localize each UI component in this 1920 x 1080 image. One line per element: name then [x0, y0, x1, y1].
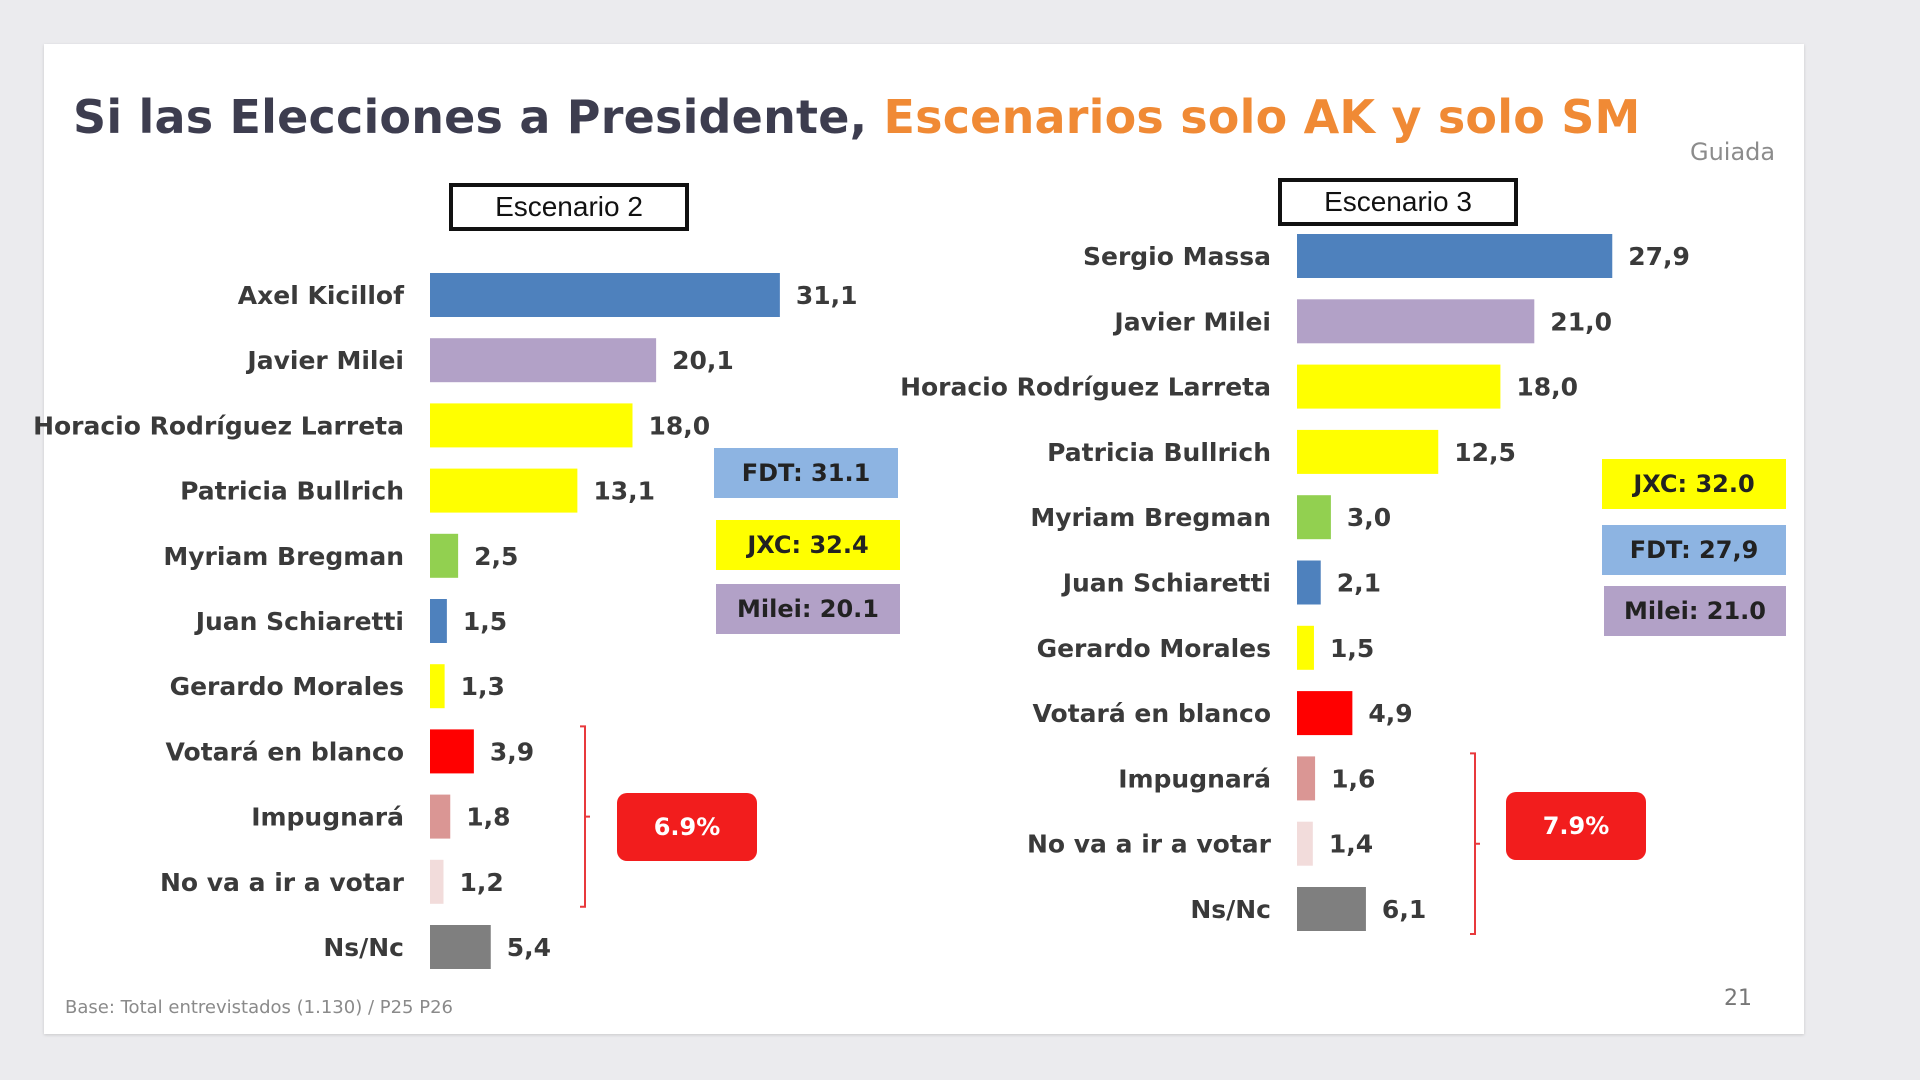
bar-s2-9	[430, 859, 444, 904]
slide-title: Si las Elecciones a Presidente, Escenari…	[73, 90, 1641, 144]
scenario-3-fdt-box: FDT: 27,9	[1602, 525, 1786, 575]
bar-s2-5	[430, 599, 447, 643]
value-label-s2-2: 18,0	[649, 411, 711, 440]
scenario-3-milei-box: Milei: 21.0	[1604, 586, 1786, 636]
category-label-s3-10: Ns/Nc	[1190, 895, 1271, 924]
bar-s2-1	[430, 338, 657, 383]
bar-s3-8	[1297, 756, 1316, 801]
bar-s2-3	[430, 468, 578, 513]
category-label-s3-7: Votará en blanco	[1033, 699, 1271, 728]
bar-s2-4	[430, 533, 459, 578]
bar-s3-10	[1297, 887, 1366, 931]
bar-s2-8	[430, 794, 451, 839]
category-label-s2-5: Juan Schiaretti	[194, 607, 404, 636]
bar-s3-4	[1297, 495, 1331, 540]
value-label-s2-9: 1,2	[460, 868, 504, 897]
category-label-s3-4: Myriam Bregman	[1030, 503, 1271, 532]
category-label-s3-1: Javier Milei	[1112, 307, 1271, 336]
value-label-s3-5: 2,1	[1337, 569, 1381, 598]
category-label-s2-7: Votará en blanco	[166, 737, 404, 766]
value-label-s3-10: 6,1	[1382, 895, 1426, 924]
bar-s3-5	[1297, 560, 1321, 605]
bar-s2-10	[430, 925, 491, 969]
bar-s2-2	[430, 403, 633, 448]
scenario-2-milei-box: Milei: 20.1	[716, 584, 900, 634]
footer-base-note: Base: Total entrevistados (1.130) / P25 …	[65, 997, 453, 1018]
bar-s2-7	[430, 729, 474, 774]
bracket-s2	[580, 725, 590, 908]
value-label-s3-9: 1,4	[1329, 830, 1373, 859]
value-label-s3-3: 12,5	[1454, 438, 1516, 467]
scenario-2-bracket-percent: 6.9%	[617, 793, 757, 861]
category-label-s3-5: Juan Schiaretti	[1061, 569, 1271, 598]
scenario-3-title: Escenario 3	[1278, 178, 1518, 226]
category-label-s2-3: Patricia Bullrich	[180, 477, 404, 506]
value-label-s3-6: 1,5	[1330, 634, 1374, 663]
value-label-s2-5: 1,5	[463, 607, 507, 636]
value-label-s2-0: 31,1	[796, 281, 858, 310]
category-label-s3-2: Horacio Rodríguez Larreta	[900, 373, 1271, 402]
category-label-s2-8: Impugnará	[251, 803, 404, 832]
category-label-s3-3: Patricia Bullrich	[1047, 438, 1271, 467]
scenario-2-title: Escenario 2	[449, 183, 689, 231]
scenario-2-jxc-box: JXC: 32.4	[716, 520, 900, 570]
bar-s3-9	[1297, 821, 1313, 866]
value-label-s3-8: 1,6	[1331, 764, 1375, 793]
title-part-1: Si las Elecciones a Presidente,	[73, 90, 868, 144]
scenario-3-jxc-box: JXC: 32.0	[1602, 459, 1786, 509]
bar-s3-0	[1297, 234, 1613, 278]
value-label-s3-0: 27,9	[1628, 242, 1690, 271]
bar-s2-0	[430, 273, 780, 317]
title-part-2: Escenarios solo AK y solo SM	[883, 90, 1641, 144]
value-label-s3-2: 18,0	[1516, 373, 1578, 402]
category-label-s2-0: Axel Kicillof	[238, 281, 405, 310]
category-label-s2-9: No va a ir a votar	[160, 868, 405, 897]
value-label-s2-1: 20,1	[672, 346, 734, 375]
value-label-s2-4: 2,5	[474, 542, 518, 571]
page-number: 21	[1724, 986, 1752, 1011]
bar-s3-6	[1297, 625, 1314, 670]
bar-s3-7	[1297, 691, 1353, 736]
value-label-s3-7: 4,9	[1368, 699, 1412, 728]
value-label-s2-7: 3,9	[490, 737, 534, 766]
value-label-s2-8: 1,8	[466, 803, 510, 832]
category-label-s2-4: Myriam Bregman	[163, 542, 404, 571]
value-label-s2-6: 1,3	[461, 672, 505, 701]
category-label-s3-9: No va a ir a votar	[1027, 830, 1272, 859]
bar-s3-3	[1297, 429, 1439, 474]
bar-s2-6	[430, 664, 445, 709]
category-label-s3-8: Impugnará	[1118, 764, 1271, 793]
value-label-s3-4: 3,0	[1347, 503, 1391, 532]
category-label-s2-6: Gerardo Morales	[170, 672, 404, 701]
scenario-2-fdt-box: FDT: 31.1	[714, 448, 898, 498]
bracket-s3	[1470, 752, 1480, 935]
category-label-s2-10: Ns/Nc	[323, 933, 404, 962]
category-label-s3-0: Sergio Massa	[1083, 242, 1271, 271]
bar-s3-2	[1297, 364, 1501, 409]
value-label-s3-1: 21,0	[1550, 307, 1612, 336]
value-label-s2-3: 13,1	[593, 477, 655, 506]
bar-s3-1	[1297, 299, 1535, 344]
category-label-s2-2: Horacio Rodríguez Larreta	[33, 411, 404, 440]
scenario-3-bracket-percent: 7.9%	[1506, 792, 1646, 860]
category-label-s2-1: Javier Milei	[245, 346, 404, 375]
category-label-s3-6: Gerardo Morales	[1037, 634, 1271, 663]
guided-tag: Guiada	[1690, 138, 1776, 166]
value-label-s2-10: 5,4	[507, 933, 551, 962]
